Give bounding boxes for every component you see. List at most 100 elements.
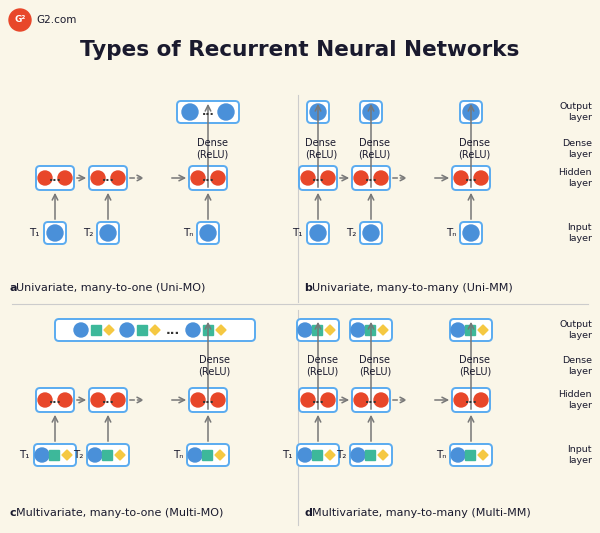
Text: Dense
(ReLU): Dense (ReLU) — [359, 355, 391, 377]
Text: Dense
layer: Dense layer — [562, 139, 592, 159]
Bar — [365, 450, 375, 460]
Circle shape — [451, 323, 465, 337]
FancyBboxPatch shape — [34, 444, 76, 466]
Text: T₁: T₁ — [283, 450, 293, 460]
Text: T₁: T₁ — [293, 228, 303, 238]
FancyBboxPatch shape — [352, 388, 390, 412]
FancyBboxPatch shape — [44, 222, 66, 244]
Text: ...: ... — [202, 395, 214, 405]
Text: Dense
layer: Dense layer — [562, 356, 592, 376]
Circle shape — [200, 225, 216, 241]
Circle shape — [474, 171, 488, 185]
FancyBboxPatch shape — [89, 166, 127, 190]
Text: Univariate, many-to-many (Uni-MM): Univariate, many-to-many (Uni-MM) — [312, 283, 513, 293]
Circle shape — [91, 171, 105, 185]
Circle shape — [120, 323, 134, 337]
Text: Dense
(ReLU): Dense (ReLU) — [198, 355, 230, 377]
Circle shape — [454, 393, 468, 407]
Text: Output
layer: Output layer — [559, 102, 592, 122]
FancyBboxPatch shape — [87, 444, 129, 466]
FancyBboxPatch shape — [352, 166, 390, 190]
FancyBboxPatch shape — [36, 388, 74, 412]
Circle shape — [301, 171, 315, 185]
Polygon shape — [325, 450, 335, 460]
Circle shape — [218, 104, 234, 120]
FancyBboxPatch shape — [299, 166, 337, 190]
Text: Dense
(ReLU): Dense (ReLU) — [459, 355, 491, 377]
Circle shape — [58, 393, 72, 407]
Text: Dense
(ReLU): Dense (ReLU) — [196, 138, 228, 160]
Polygon shape — [216, 325, 226, 335]
FancyBboxPatch shape — [187, 444, 229, 466]
FancyBboxPatch shape — [97, 222, 119, 244]
FancyBboxPatch shape — [89, 388, 127, 412]
Circle shape — [351, 448, 365, 462]
FancyBboxPatch shape — [197, 222, 219, 244]
Circle shape — [38, 171, 52, 185]
FancyBboxPatch shape — [360, 222, 382, 244]
Bar — [465, 450, 475, 460]
FancyBboxPatch shape — [350, 444, 392, 466]
Polygon shape — [378, 325, 388, 335]
FancyBboxPatch shape — [452, 388, 490, 412]
Text: T₁: T₁ — [19, 450, 30, 460]
Bar — [203, 325, 213, 335]
Circle shape — [474, 393, 488, 407]
Circle shape — [35, 448, 49, 462]
Text: Hidden
layer: Hidden layer — [559, 390, 592, 410]
FancyBboxPatch shape — [450, 319, 492, 341]
FancyBboxPatch shape — [299, 388, 337, 412]
Text: Dense
(ReLU): Dense (ReLU) — [305, 138, 337, 160]
Text: Output
layer: Output layer — [559, 320, 592, 340]
Circle shape — [191, 393, 205, 407]
Text: b: b — [305, 283, 317, 293]
Text: ...: ... — [464, 173, 478, 183]
Circle shape — [182, 104, 198, 120]
Circle shape — [321, 393, 335, 407]
Circle shape — [100, 225, 116, 241]
Text: Dense
(ReLU): Dense (ReLU) — [358, 138, 390, 160]
Text: ...: ... — [49, 395, 61, 405]
Text: T₂: T₂ — [73, 450, 83, 460]
Text: Input
layer: Input layer — [568, 223, 592, 243]
FancyBboxPatch shape — [450, 444, 492, 466]
Circle shape — [301, 393, 315, 407]
Circle shape — [351, 323, 365, 337]
Circle shape — [363, 225, 379, 241]
Circle shape — [363, 104, 379, 120]
Circle shape — [321, 171, 335, 185]
Circle shape — [354, 393, 368, 407]
Text: ...: ... — [464, 395, 478, 405]
Circle shape — [211, 171, 225, 185]
Text: Hidden
layer: Hidden layer — [559, 168, 592, 188]
FancyBboxPatch shape — [452, 166, 490, 190]
Circle shape — [191, 171, 205, 185]
Text: ...: ... — [365, 173, 377, 183]
Text: Tₙ: Tₙ — [436, 450, 446, 460]
Text: Dense
(ReLU): Dense (ReLU) — [306, 355, 338, 377]
Circle shape — [310, 104, 326, 120]
Polygon shape — [104, 325, 114, 335]
Circle shape — [298, 323, 312, 337]
Text: T₂: T₂ — [346, 228, 356, 238]
Text: T₁: T₁ — [29, 228, 40, 238]
Text: G²: G² — [14, 15, 26, 25]
Text: Multivariate, many-to-one (Multi-MO): Multivariate, many-to-one (Multi-MO) — [16, 508, 223, 518]
Text: a: a — [10, 283, 22, 293]
Polygon shape — [215, 450, 225, 460]
FancyBboxPatch shape — [460, 101, 482, 123]
Circle shape — [38, 393, 52, 407]
Text: ...: ... — [202, 173, 214, 183]
Circle shape — [310, 225, 326, 241]
Circle shape — [74, 323, 88, 337]
FancyBboxPatch shape — [55, 319, 255, 341]
Circle shape — [186, 323, 200, 337]
Circle shape — [298, 448, 312, 462]
Circle shape — [58, 171, 72, 185]
Text: c: c — [10, 508, 20, 518]
Text: T₂: T₂ — [335, 450, 346, 460]
Bar — [102, 450, 112, 460]
Polygon shape — [62, 450, 72, 460]
Circle shape — [463, 225, 479, 241]
Circle shape — [374, 171, 388, 185]
